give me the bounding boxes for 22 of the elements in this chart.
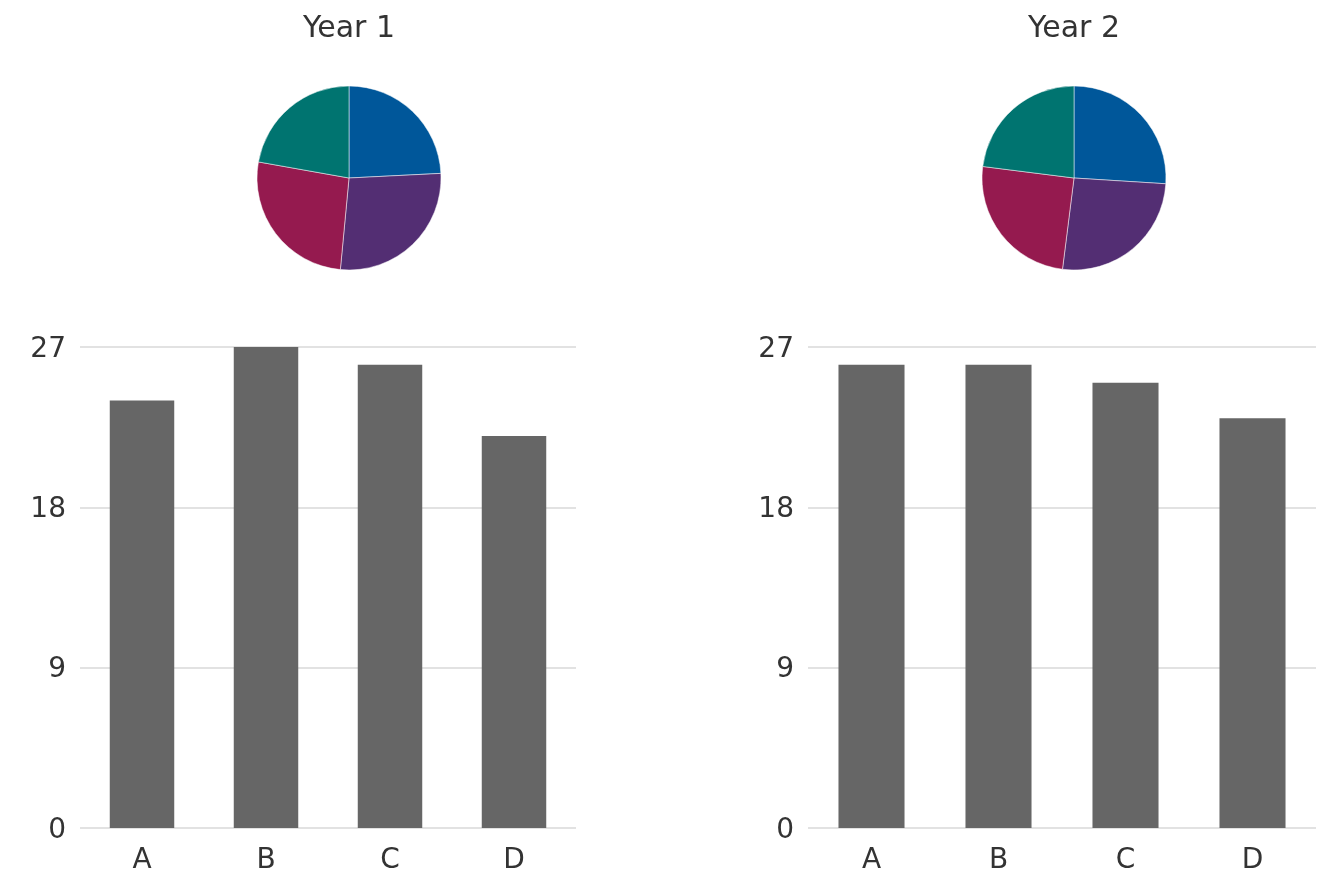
chart-title: Year 2	[1026, 8, 1121, 44]
y-tick-label: 0	[776, 811, 794, 845]
x-tick-label: C	[380, 841, 400, 875]
y-tick-label: 9	[776, 651, 794, 685]
y-tick-label: 18	[30, 490, 66, 524]
x-tick-label: C	[1115, 841, 1136, 875]
x-tick-label: B	[988, 841, 1009, 875]
x-tick-label: A	[132, 841, 152, 875]
x-tick-label: B	[256, 841, 276, 875]
y-tick-label: 27	[758, 330, 794, 364]
bar	[481, 436, 547, 828]
bar	[357, 364, 423, 828]
y-tick-label: 9	[48, 651, 66, 685]
bar	[233, 347, 299, 828]
chart-title: Year 1	[301, 8, 396, 44]
y-tick-label: 27	[30, 330, 66, 364]
x-tick-label: D	[503, 841, 525, 875]
bar	[109, 400, 175, 828]
y-tick-label: 18	[758, 490, 794, 524]
y-tick-label: 0	[48, 811, 66, 845]
x-tick-label: D	[1241, 841, 1264, 875]
x-tick-label: A	[861, 841, 882, 875]
